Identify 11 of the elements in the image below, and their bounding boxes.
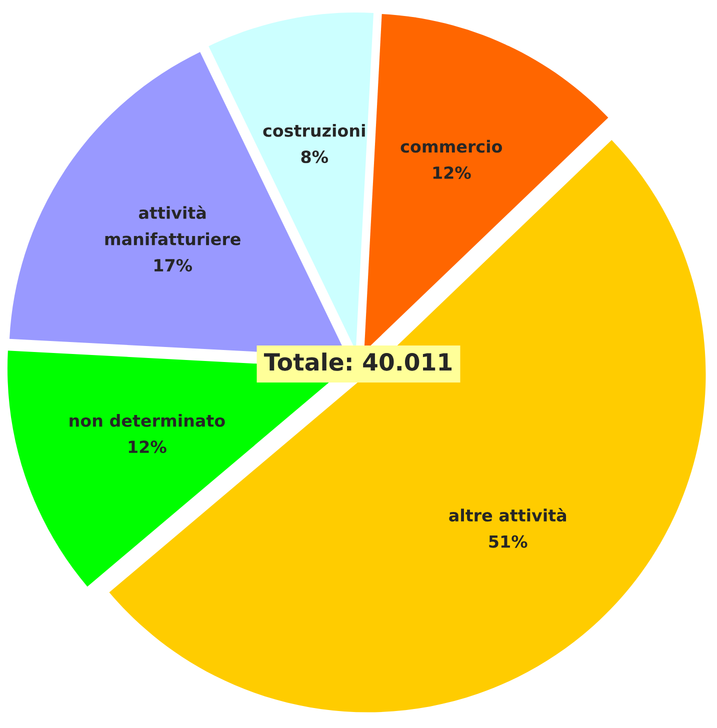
data-label: 8% <box>301 150 328 164</box>
data-label: 17% <box>154 258 192 272</box>
data-label: 12% <box>128 440 166 454</box>
slice-label: attività manifatturiere <box>105 205 240 246</box>
slice-label: costruzioni <box>263 124 365 137</box>
text: Totale: 40.011 <box>264 352 452 371</box>
slice-label: altre attività <box>449 508 566 522</box>
data-label: 51% <box>489 535 528 548</box>
data-label: 12% <box>433 166 471 180</box>
slice-label: commercio <box>400 140 502 153</box>
slice-label: non determinato <box>70 414 225 427</box>
